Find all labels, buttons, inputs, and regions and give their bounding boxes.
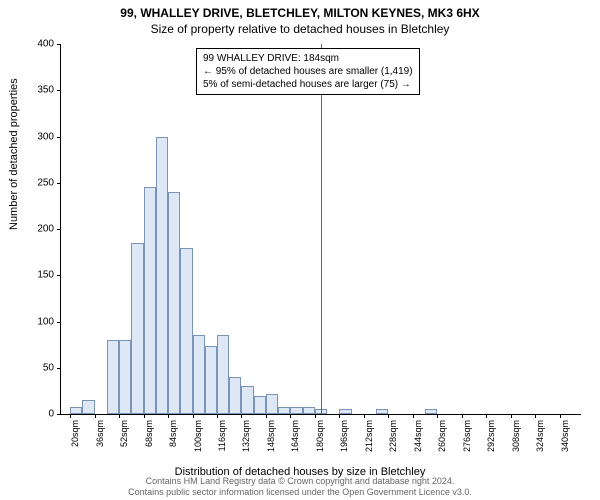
annot-line1: 99 WHALLEY DRIVE: 184sqm bbox=[203, 52, 413, 65]
y-tick-label: 350 bbox=[24, 85, 54, 96]
histogram-bar bbox=[376, 409, 388, 414]
histogram-bar bbox=[205, 346, 217, 414]
histogram-bar bbox=[266, 394, 278, 414]
y-tick-label: 150 bbox=[24, 270, 54, 281]
x-tick-mark bbox=[70, 414, 71, 418]
y-tick-mark bbox=[57, 322, 61, 323]
x-tick-mark bbox=[241, 414, 242, 418]
histogram-bar bbox=[229, 377, 241, 414]
x-tick-mark bbox=[462, 414, 463, 418]
x-tick-mark bbox=[339, 414, 340, 418]
y-tick-label: 250 bbox=[24, 177, 54, 188]
x-tick-mark bbox=[290, 414, 291, 418]
y-tick-label: 0 bbox=[24, 409, 54, 420]
x-tick-mark bbox=[535, 414, 536, 418]
footer-attribution: Contains HM Land Registry data © Crown c… bbox=[0, 476, 600, 498]
histogram-bar bbox=[144, 187, 156, 414]
x-tick-mark bbox=[119, 414, 120, 418]
x-tick-mark bbox=[168, 414, 169, 418]
chart-container: 99, WHALLEY DRIVE, BLETCHLEY, MILTON KEY… bbox=[0, 0, 600, 500]
y-tick-mark bbox=[57, 44, 61, 45]
reference-line bbox=[321, 44, 322, 414]
plot-region: 20sqm36sqm52sqm68sqm84sqm100sqm116sqm132… bbox=[60, 44, 581, 415]
histogram-bar bbox=[156, 137, 168, 415]
chart-title-line1: 99, WHALLEY DRIVE, BLETCHLEY, MILTON KEY… bbox=[0, 0, 600, 20]
histogram-bar bbox=[339, 409, 351, 414]
histogram-bar bbox=[131, 243, 143, 414]
y-tick-mark bbox=[57, 137, 61, 138]
y-tick-label: 50 bbox=[24, 362, 54, 373]
y-tick-mark bbox=[57, 414, 61, 415]
histogram-bar bbox=[168, 192, 180, 414]
histogram-bar bbox=[193, 335, 205, 414]
x-tick-mark bbox=[413, 414, 414, 418]
histogram-bar bbox=[303, 407, 315, 414]
footer-line1: Contains HM Land Registry data © Crown c… bbox=[0, 476, 600, 487]
x-tick-mark bbox=[437, 414, 438, 418]
footer-line2: Contains public sector information licen… bbox=[0, 487, 600, 498]
y-tick-label: 300 bbox=[24, 131, 54, 142]
x-tick-mark bbox=[266, 414, 267, 418]
x-tick-mark bbox=[486, 414, 487, 418]
histogram-bar bbox=[425, 409, 437, 414]
histogram-bar bbox=[241, 386, 253, 414]
x-tick-mark bbox=[315, 414, 316, 418]
annot-line3: 5% of semi-detached houses are larger (7… bbox=[203, 78, 413, 91]
chart-area: 20sqm36sqm52sqm68sqm84sqm100sqm116sqm132… bbox=[60, 44, 580, 414]
histogram-bar bbox=[217, 335, 229, 414]
y-tick-mark bbox=[57, 229, 61, 230]
y-tick-mark bbox=[57, 90, 61, 91]
histogram-bar bbox=[82, 400, 94, 414]
chart-title-line2: Size of property relative to detached ho… bbox=[0, 20, 600, 36]
histogram-bar bbox=[107, 340, 119, 414]
histogram-bar bbox=[290, 407, 302, 414]
y-tick-mark bbox=[57, 368, 61, 369]
histogram-bar bbox=[180, 248, 192, 415]
annotation-box: 99 WHALLEY DRIVE: 184sqm← 95% of detache… bbox=[196, 48, 420, 95]
x-tick-mark bbox=[144, 414, 145, 418]
x-tick-mark bbox=[388, 414, 389, 418]
x-tick-mark bbox=[95, 414, 96, 418]
y-tick-label: 400 bbox=[24, 39, 54, 50]
y-tick-mark bbox=[57, 275, 61, 276]
y-tick-label: 200 bbox=[24, 224, 54, 235]
annot-line2: ← 95% of detached houses are smaller (1,… bbox=[203, 65, 413, 78]
histogram-bar bbox=[278, 407, 290, 414]
y-tick-mark bbox=[57, 183, 61, 184]
histogram-bar bbox=[119, 340, 131, 414]
y-tick-label: 100 bbox=[24, 316, 54, 327]
x-tick-mark bbox=[511, 414, 512, 418]
histogram-bar bbox=[70, 407, 82, 414]
x-tick-mark bbox=[364, 414, 365, 418]
histogram-bar bbox=[254, 396, 266, 415]
x-tick-mark bbox=[560, 414, 561, 418]
y-axis-label: Number of detached properties bbox=[8, 78, 20, 230]
x-tick-mark bbox=[217, 414, 218, 418]
x-tick-mark bbox=[193, 414, 194, 418]
